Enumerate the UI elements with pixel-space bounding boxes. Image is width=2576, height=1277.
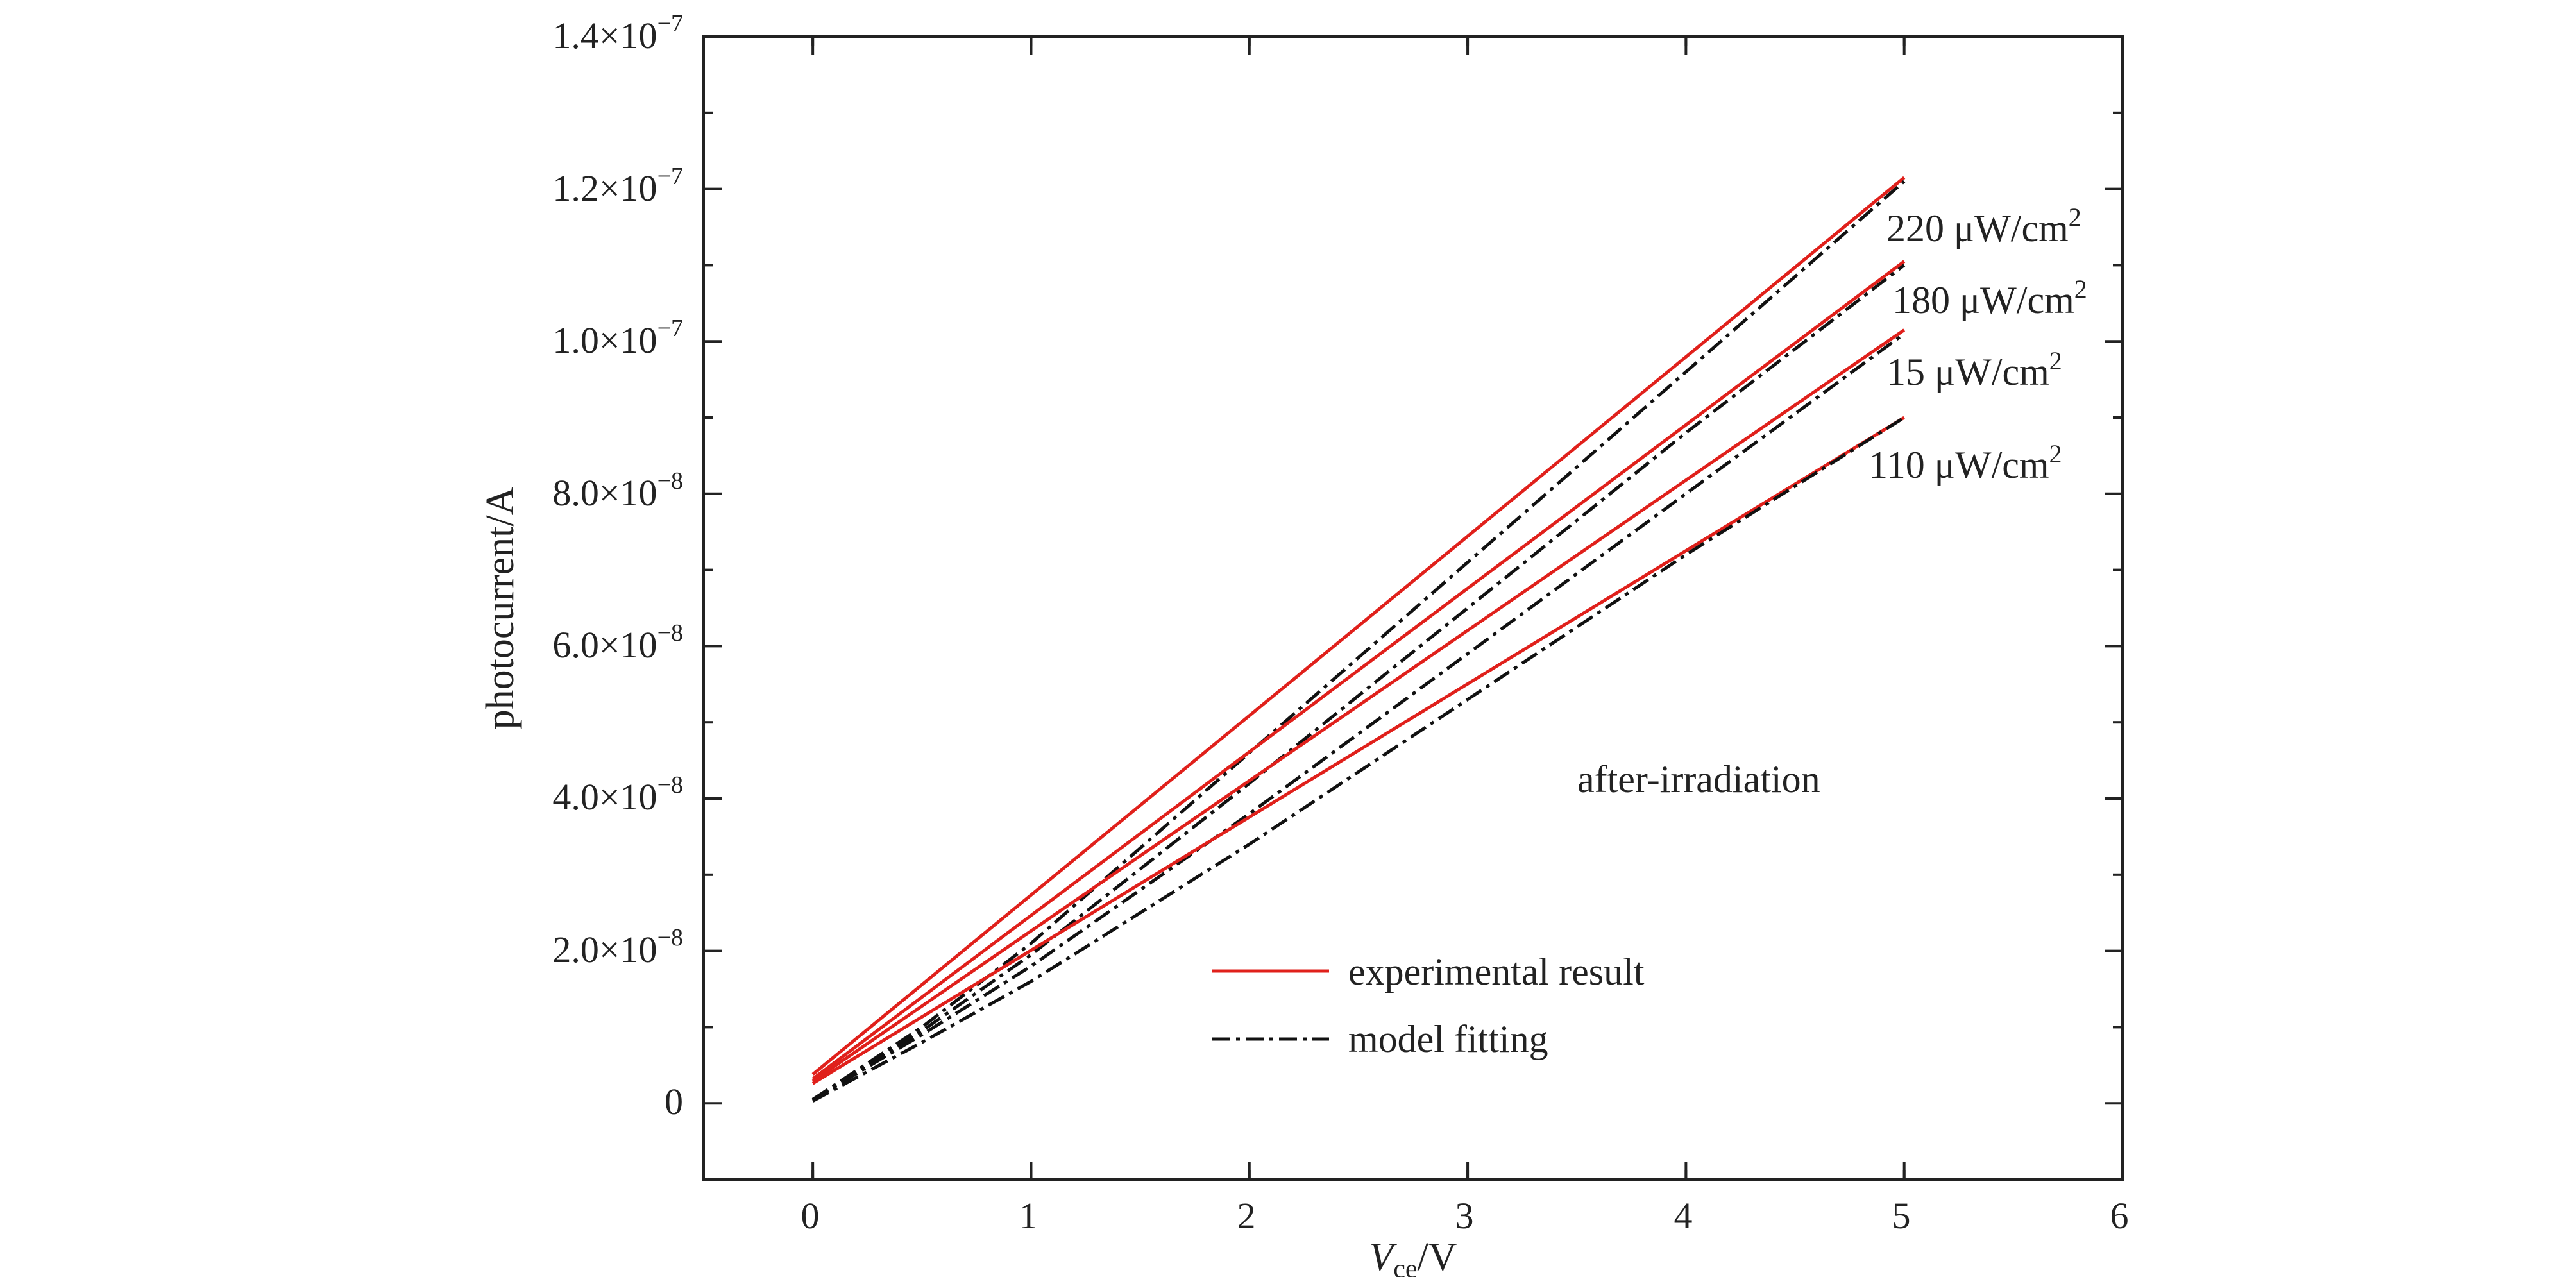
y-tick-label: 6.0×10−8 — [552, 620, 683, 666]
x-tick-labels: 0 1 2 3 4 5 6 — [801, 1195, 2129, 1237]
series-layer — [811, 176, 1906, 1103]
x-tick-label: 4 — [1674, 1195, 1693, 1237]
x-tick-label: 3 — [1455, 1195, 1474, 1237]
series-line — [811, 416, 1905, 1085]
legend: experimental result model fitting — [1212, 951, 1645, 1060]
y-tick-label: 0 — [665, 1081, 683, 1122]
axis-ticks — [702, 35, 2124, 1181]
series-line — [811, 176, 1906, 1076]
series-line — [811, 328, 1906, 1083]
x-tick-label: 2 — [1237, 1195, 1256, 1237]
series-line — [811, 260, 1906, 1081]
x-tick-label: 1 — [1019, 1195, 1038, 1237]
y-tick-label: 1.2×10−7 — [552, 163, 683, 209]
x-tick-label: 0 — [801, 1195, 820, 1237]
x-tick-label: 5 — [1892, 1195, 1911, 1237]
series-line — [811, 332, 1906, 1101]
curve-label-180: 180 μW/cm2 — [1892, 275, 2087, 321]
curve-label-220: 220 μW/cm2 — [1886, 203, 2081, 249]
y-tick-label: 1.0×10−7 — [552, 315, 683, 361]
legend-label-experimental: experimental result — [1348, 951, 1645, 993]
x-tick-label: 6 — [2110, 1195, 2129, 1237]
irradiation-annotation: after-irradiation — [1577, 758, 1820, 800]
x-axis-title: Vce/V — [1369, 1235, 1457, 1277]
curve-label-15: 15 μW/cm2 — [1886, 346, 2062, 393]
y-tick-label: 1.4×10−7 — [552, 10, 683, 56]
y-tick-labels: 0 2.0×10−8 4.0×10−8 6.0×10−8 8.0×10−8 1.… — [552, 10, 683, 1122]
curve-labels: 220 μW/cm2 180 μW/cm2 15 μW/cm2 110 μW/c… — [1868, 203, 2087, 486]
legend-label-model: model fitting — [1348, 1018, 1548, 1060]
y-tick-label: 4.0×10−8 — [552, 772, 683, 818]
y-tick-label: 8.0×10−8 — [552, 468, 683, 514]
series-line — [811, 416, 1906, 1103]
curve-label-110: 110 μW/cm2 — [1868, 439, 2062, 486]
y-axis-title: photocurrent/A — [479, 486, 522, 729]
series-line — [811, 264, 1906, 1101]
y-tick-label: 2.0×10−8 — [552, 924, 683, 970]
plot-frame — [702, 35, 2124, 1181]
